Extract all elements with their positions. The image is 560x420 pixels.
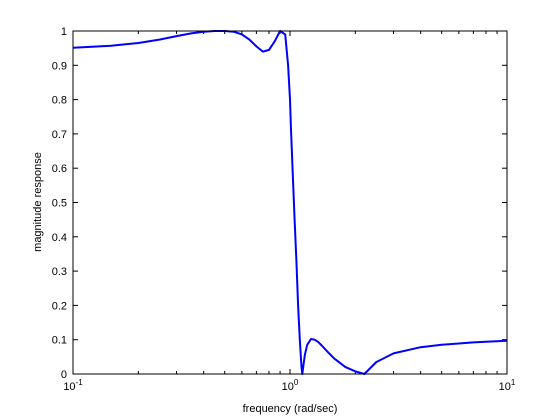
x-tick-label: 101 [499,378,516,393]
y-axis-label: magnitude response [32,152,44,252]
y-tick-label: 0.4 [52,232,67,244]
x-axis-label: frequency (rad/sec) [243,403,338,415]
x-tick-label: 100 [282,378,299,393]
y-tick-label: 0.8 [52,95,67,107]
y-tick-label: 0.7 [52,129,67,141]
y-tick-label: 1 [61,26,67,38]
x-tick-label: 10-1 [63,378,83,393]
y-tick-label: 0.9 [52,60,67,72]
y-tick-label: 0 [61,369,67,381]
y-tick-label: 0.5 [52,198,67,210]
y-tick-label: 0.6 [52,163,67,175]
axes-box [72,30,508,375]
y-tick-label: 0.2 [52,300,67,312]
y-axis-ticks: 0 0.1 0.2 0.3 0.4 0.5 0.6 0.7 0.8 0.9 1 [52,26,507,381]
y-tick-label: 0.1 [52,335,67,347]
y-tick-label: 0.3 [52,266,67,278]
